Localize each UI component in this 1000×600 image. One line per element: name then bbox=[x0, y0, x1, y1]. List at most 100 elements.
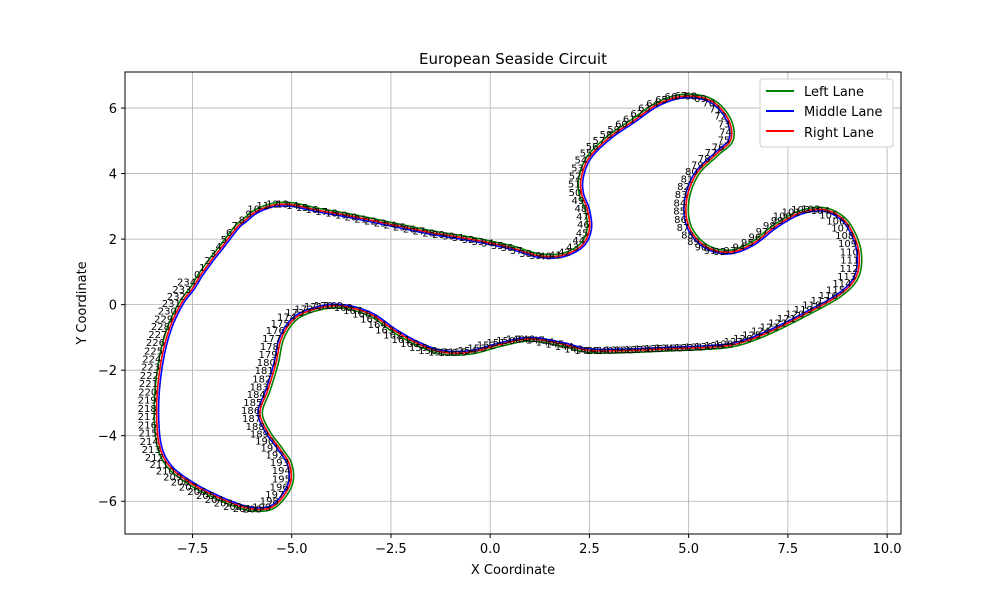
point-index-label: 43 bbox=[566, 243, 579, 254]
point-index-label: 159 bbox=[409, 343, 428, 354]
point-index-label: 83 bbox=[675, 190, 688, 201]
point-index-label: 5 bbox=[221, 235, 227, 246]
point-index-label: 233 bbox=[172, 285, 191, 296]
point-index-label: 72 bbox=[714, 112, 727, 123]
point-index-label: 160 bbox=[400, 339, 419, 350]
point-index-label: 185 bbox=[243, 398, 262, 409]
point-index-label: 216 bbox=[138, 420, 157, 431]
point-index-label: 62 bbox=[630, 109, 643, 120]
point-index-label: 0 bbox=[194, 270, 200, 281]
point-index-label: 109 bbox=[838, 239, 857, 250]
point-index-label: 110 bbox=[840, 247, 859, 258]
point-index-label: 186 bbox=[241, 406, 260, 417]
point-index-label: 32 bbox=[462, 235, 475, 246]
point-index-label: 141 bbox=[584, 346, 603, 357]
point-index-label: 114 bbox=[832, 279, 851, 290]
point-index-label: 220 bbox=[138, 387, 157, 398]
point-index-label: 174 bbox=[277, 313, 296, 324]
point-index-label: 222 bbox=[140, 371, 159, 382]
point-index-label: 2 bbox=[204, 256, 210, 267]
point-index-label: 37 bbox=[510, 246, 523, 257]
point-index-label: 165 bbox=[360, 314, 379, 325]
point-index-label: 45 bbox=[576, 228, 589, 239]
y-tick-label: 4 bbox=[109, 168, 117, 183]
point-index-label: 176 bbox=[266, 326, 285, 337]
point-index-label: 168 bbox=[334, 303, 353, 314]
point-index-label: 218 bbox=[138, 404, 157, 415]
point-index-label: 179 bbox=[259, 350, 278, 361]
point-index-label: 120 bbox=[785, 310, 804, 321]
point-index-label: 129 bbox=[704, 341, 723, 352]
point-index-label: 104 bbox=[811, 206, 830, 217]
point-index-label: 88 bbox=[681, 230, 694, 241]
point-index-label: 153 bbox=[467, 343, 486, 354]
series-line-left-lane bbox=[153, 93, 863, 513]
point-index-label: 213 bbox=[142, 445, 161, 456]
point-index-label: 106 bbox=[826, 216, 845, 227]
point-index-label: 50 bbox=[569, 188, 582, 199]
point-index-label: 226 bbox=[146, 338, 165, 349]
point-index-label: 96 bbox=[748, 233, 761, 244]
point-index-label: 64 bbox=[646, 99, 659, 110]
point-index-label: 137 bbox=[624, 345, 643, 356]
point-index-label: 116 bbox=[819, 291, 838, 302]
point-index-label: 98 bbox=[763, 221, 776, 232]
point-index-label: 136 bbox=[634, 345, 653, 356]
legend-entry-right-lane: Right Lane bbox=[804, 126, 874, 141]
point-index-label: 60 bbox=[615, 120, 628, 131]
point-index-label: 80 bbox=[685, 167, 698, 178]
point-index-label: 25 bbox=[393, 223, 406, 234]
point-index-label: 206 bbox=[187, 487, 206, 498]
point-index-label: 197 bbox=[265, 490, 284, 501]
point-index-label: 86 bbox=[674, 215, 687, 226]
point-index-label: 52 bbox=[569, 172, 582, 183]
point-index-label: 157 bbox=[428, 348, 447, 359]
point-index-label: 150 bbox=[496, 336, 515, 347]
point-index-label: 108 bbox=[835, 231, 854, 242]
point-index-label: 48 bbox=[574, 204, 587, 215]
point-index-label: 115 bbox=[826, 286, 845, 297]
point-index-label: 215 bbox=[139, 429, 158, 440]
point-index-label: 134 bbox=[654, 344, 673, 355]
x-tick-label: 7.5 bbox=[778, 542, 799, 557]
point-index-label: 126 bbox=[733, 334, 752, 345]
point-index-label: 90 bbox=[695, 242, 708, 253]
point-index-label: 8 bbox=[239, 215, 245, 226]
point-index-label: 122 bbox=[768, 318, 787, 329]
point-index-label: 155 bbox=[448, 348, 467, 359]
point-index-label: 91 bbox=[704, 246, 717, 257]
point-index-label: 130 bbox=[694, 342, 713, 353]
point-index-label: 81 bbox=[681, 174, 694, 185]
legend: Left Lane Middle Lane Right Lane bbox=[759, 78, 894, 148]
point-index-label: 195 bbox=[272, 474, 291, 485]
point-index-label: 30 bbox=[442, 232, 455, 243]
point-index-label: 76 bbox=[712, 142, 725, 153]
point-index-label: 131 bbox=[684, 343, 703, 354]
point-index-label: 171 bbox=[304, 302, 323, 313]
y-tick-label: −2 bbox=[98, 364, 117, 379]
point-index-label: 6 bbox=[226, 228, 232, 239]
point-index-label: 101 bbox=[782, 208, 801, 219]
point-index-label: 228 bbox=[151, 322, 170, 333]
point-index-label: 202 bbox=[223, 502, 242, 513]
point-index-label: 82 bbox=[677, 182, 690, 193]
point-index-label: 139 bbox=[604, 346, 623, 357]
point-index-label: 142 bbox=[574, 346, 593, 357]
point-index-label: 84 bbox=[673, 198, 686, 209]
x-tick-label: 10.0 bbox=[873, 542, 902, 557]
y-axis-ticks: −6 −4 −2 0 2 4 6 bbox=[98, 102, 125, 510]
lane-lines bbox=[153, 93, 863, 513]
point-index-label: 217 bbox=[138, 412, 157, 423]
point-index-label: 145 bbox=[545, 340, 564, 351]
point-index-label: 200 bbox=[243, 504, 262, 515]
point-index-label: 161 bbox=[392, 335, 411, 346]
point-index-label: 87 bbox=[677, 223, 690, 234]
point-index-label: 146 bbox=[536, 338, 555, 349]
point-index-label: 102 bbox=[791, 205, 810, 216]
point-index-label: 11 bbox=[256, 201, 269, 212]
point-index-label: 34 bbox=[481, 239, 494, 250]
point-index-label: 10 bbox=[247, 205, 260, 216]
point-index-label: 70 bbox=[702, 98, 715, 109]
point-index-label: 118 bbox=[802, 301, 821, 312]
point-index-label: 111 bbox=[840, 256, 859, 267]
